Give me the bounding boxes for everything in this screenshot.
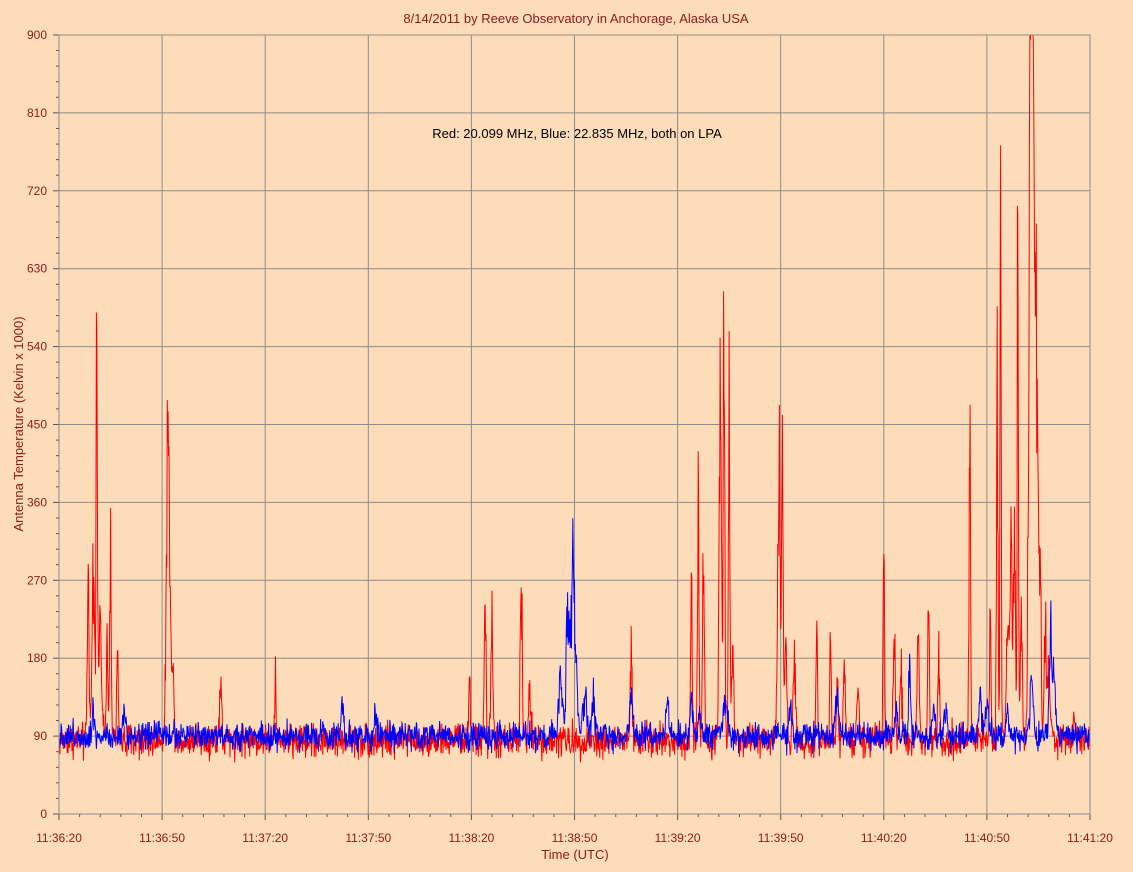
series-group (58, 34, 1091, 763)
series-line-red (58, 34, 1091, 763)
x-tick-label: 11:39:50 (758, 831, 804, 845)
x-tick-label: 11:40:20 (861, 831, 907, 845)
x-tick-label: 11:36:50 (139, 831, 185, 845)
y-tick-labels: 0 90 180 270 360 450 540 630 720 810 900 (27, 28, 47, 821)
y-tick-label: 270 (27, 573, 47, 587)
legend-annotation: Red: 20.099 MHz, Blue: 22.835 MHz, both … (432, 126, 722, 141)
y-tick-label: 450 (27, 418, 47, 432)
x-tick-labels: 11:36:20 11:36:50 11:37:20 11:37:50 11:38:20… (36, 831, 1113, 845)
x-tick-label: 11:37:20 (242, 831, 288, 845)
y-tick-label: 810 (27, 106, 47, 120)
x-tick-label: 11:39:20 (655, 831, 701, 845)
y-tick-label: 0 (40, 807, 47, 821)
y-tick-label: 540 (27, 340, 47, 354)
grid-lines (53, 34, 1091, 820)
y-tick-label: 360 (27, 495, 47, 509)
x-tick-label: 11:41:20 (1067, 831, 1113, 845)
y-tick-label: 720 (27, 184, 47, 198)
plot-border (58, 34, 1091, 815)
chart-title: 8/14/2011 by Reeve Observatory in Anchor… (403, 11, 749, 26)
y-tick-label: 630 (27, 262, 47, 276)
x-tick-label: 11:38:50 (552, 831, 598, 845)
y-tick-label: 900 (27, 28, 47, 42)
x-axis-label: Time (UTC) (541, 847, 608, 862)
x-tick-label: 11:38:20 (448, 831, 494, 845)
x-tick-label: 11:40:50 (964, 831, 1010, 845)
y-tick-label: 90 (34, 729, 48, 743)
y-axis-label: Antenna Temperature (Kelvin x 1000) (11, 316, 26, 531)
y-tick-label: 180 (27, 651, 47, 665)
x-tick-label: 11:36:20 (36, 831, 82, 845)
x-tick-label: 11:37:50 (345, 831, 391, 845)
series-line-blue (58, 518, 1091, 756)
